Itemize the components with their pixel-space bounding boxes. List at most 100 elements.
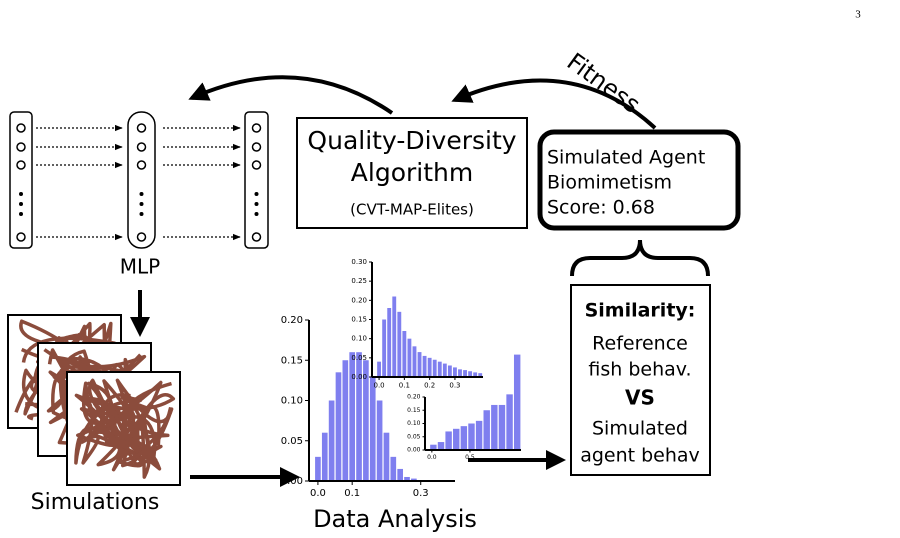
mlp-layer [127, 111, 156, 249]
y-tick-label: 0.20 [351, 296, 367, 304]
similarity-line: Reference [592, 333, 688, 355]
histogram-bar [445, 431, 452, 450]
ellipsis-dot [254, 212, 259, 216]
histogram-bar [427, 357, 432, 377]
histogram-bar [437, 361, 442, 377]
neuron [136, 160, 147, 170]
histogram-bar [315, 456, 321, 481]
histogram-bar [417, 352, 422, 377]
histogram-bar [473, 372, 478, 377]
histogram-bar [328, 400, 335, 481]
neuron [251, 123, 262, 133]
neuron [136, 123, 147, 133]
y-tick-label: 0.20 [281, 315, 303, 326]
ellipsis-dot [139, 212, 144, 216]
histogram: 0.00 0.05 0.10 0.15 0.20 0.0 0.1 0.3 [281, 315, 455, 499]
score-box [537, 129, 741, 231]
neuron [251, 232, 262, 242]
x-tick-label: 0.0 [427, 454, 437, 461]
histogram-bar [513, 354, 521, 450]
x-tick-label: 0.5 [465, 454, 475, 461]
histogram-bar [383, 432, 390, 481]
histogram-bar [432, 359, 437, 377]
x-tick-label: 0.2 [424, 382, 435, 390]
ellipsis-dot [254, 192, 259, 196]
histogram-bar [342, 360, 349, 481]
mlp-layer [9, 111, 33, 249]
histogram: 0.00 0.05 0.10 0.15 0.20 0.25 0.30 0.0 0.1 0.2 0.3 [351, 258, 483, 390]
y-tick-label: 0.10 [407, 420, 421, 427]
histogram-bar [447, 365, 452, 377]
ellipsis-dot [139, 202, 144, 206]
histogram-bar [475, 420, 483, 450]
score-line: Score: 0.68 [547, 197, 655, 219]
y-tick-label: 0.15 [407, 407, 421, 414]
x-tick-label: 0.1 [344, 488, 360, 499]
histogram-bar [453, 428, 460, 450]
mlp-layer [244, 111, 269, 249]
similarity-line: agent behav [580, 445, 700, 467]
histogram-bar [478, 373, 483, 377]
histogram-bar [407, 338, 412, 377]
y-tick-label: 0.30 [351, 258, 367, 266]
y-tick-label: 0.00 [407, 447, 421, 454]
similarity-title: Similarity: [585, 300, 696, 322]
histogram-bar [437, 442, 445, 450]
y-tick-label: 0.15 [281, 355, 303, 366]
histogram-bar [356, 352, 362, 481]
histogram-bar [377, 361, 382, 377]
similarity-line: fish behav. [588, 359, 691, 381]
brace [570, 239, 710, 277]
ellipsis-dot [19, 192, 23, 196]
y-tick-label: 0.10 [281, 396, 303, 407]
qd-box [296, 117, 528, 229]
histogram: 0.00 0.05 0.10 0.15 0.20 0.0 0.5 [407, 354, 521, 461]
y-tick-label: 0.10 [351, 335, 367, 343]
y-tick-label: 0.20 [407, 394, 421, 401]
histogram-bar [404, 476, 410, 481]
x-tick-label: 0.3 [449, 382, 460, 390]
arrow [188, 75, 394, 115]
x-tick-label: 0.0 [374, 382, 385, 390]
histogram-bar [397, 311, 402, 377]
histogram-bar [506, 394, 513, 450]
arrow [451, 78, 657, 130]
ellipsis-dot [139, 192, 144, 196]
histogram-bar [390, 456, 397, 481]
histogram-bar [412, 346, 417, 377]
y-tick-label: 0.00 [351, 373, 367, 381]
histogram-bar [442, 363, 447, 377]
page-number: 3 [855, 9, 861, 21]
similarity-vs: VS [625, 386, 655, 410]
score-line: Biomimetism [547, 172, 672, 194]
neuron [251, 142, 262, 152]
histogram-bar [387, 308, 392, 377]
histogram-bar [463, 370, 467, 377]
histogram-bar [382, 319, 387, 377]
histogram-bar [430, 444, 437, 450]
similarity-box [570, 284, 711, 476]
data-analysis-label: Data Analysis [313, 505, 477, 533]
x-tick-label: 0.0 [310, 488, 326, 499]
x-tick-label: 0.3 [413, 488, 429, 499]
histogram-bar [468, 423, 475, 450]
histogram-bar [349, 352, 356, 481]
histogram-bar [321, 432, 328, 481]
histogram-bar [491, 404, 498, 450]
neuron [251, 160, 262, 170]
histogram-bar [460, 426, 468, 450]
x-tick-label: 0.1 [399, 382, 410, 390]
y-tick-label: 0.05 [407, 433, 421, 440]
histogram-bar [392, 296, 397, 377]
trajectory [74, 395, 151, 468]
histogram-bar [422, 355, 427, 377]
mlp-label: MLP [120, 255, 160, 279]
histogram-bar [468, 371, 473, 377]
y-tick-label: 0.05 [351, 354, 367, 362]
neuron [16, 123, 26, 133]
ellipsis-dot [254, 202, 259, 206]
y-tick-label: 0.15 [351, 316, 367, 324]
qd-subtitle: (CVT-MAP-Elites) [350, 201, 474, 219]
